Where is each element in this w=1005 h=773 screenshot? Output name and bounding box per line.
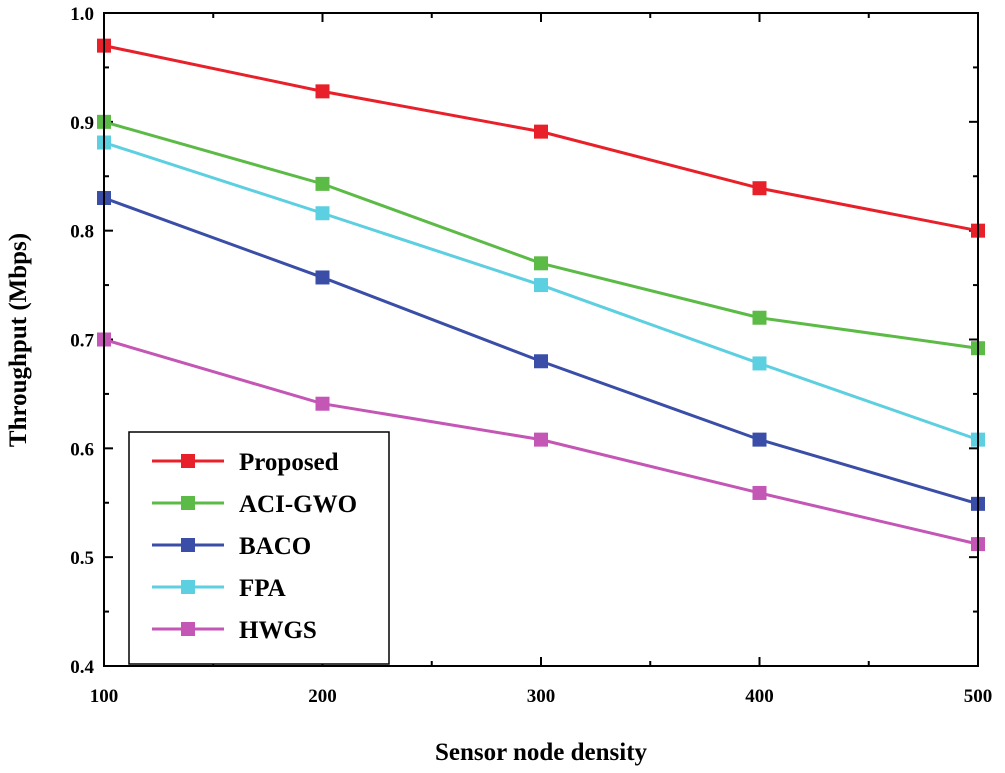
legend-marker-proposed: [181, 454, 195, 468]
x-tick-label: 100: [90, 686, 119, 707]
data-point-baco: [534, 354, 548, 369]
legend-label-aci-gwo: ACI-GWO: [239, 491, 357, 518]
x-tick-label: 300: [527, 686, 556, 707]
data-point-aci-gwo: [534, 256, 548, 271]
y-tick-label: 0.6: [70, 439, 94, 460]
data-point-hwgs: [315, 396, 330, 411]
plot-frame: [103, 12, 979, 667]
data-point-proposed: [315, 84, 330, 99]
series-aci-gwo: [97, 114, 985, 356]
data-point-hwgs: [752, 485, 767, 500]
data-point-fpa: [752, 356, 767, 371]
series-proposed: [97, 38, 985, 238]
legend-label-hwgs: HWGS: [239, 617, 317, 644]
data-point-baco: [315, 270, 330, 285]
data-point-fpa: [315, 206, 330, 221]
legend-label-proposed: Proposed: [239, 449, 339, 476]
data-point-aci-gwo: [752, 310, 767, 325]
legend-label-baco: BACO: [239, 533, 311, 560]
legend-marker-baco: [181, 538, 195, 552]
x-tick-label: 500: [964, 686, 993, 707]
legend-label-fpa: FPA: [239, 575, 286, 602]
data-point-aci-gwo: [315, 176, 330, 191]
y-tick-label: 0.8: [70, 222, 94, 243]
data-point-proposed: [752, 181, 767, 196]
series-hwgs: [97, 332, 985, 552]
y-tick-label: 1.0: [70, 4, 94, 25]
data-point-proposed: [534, 124, 548, 139]
y-axis-label: Throughput (Mbps): [5, 233, 32, 447]
x-tick-label: 400: [745, 686, 774, 707]
legend-marker-fpa: [181, 580, 195, 594]
data-point-fpa: [534, 278, 548, 293]
legend: Proposed ACI-GWO BACO FPA HWGS: [128, 431, 390, 665]
legend-marker-hwgs: [181, 622, 195, 636]
x-axis-label: Sensor node density: [435, 739, 648, 766]
legend-marker-aci-gwo: [181, 496, 195, 510]
y-tick-label: 0.4: [70, 657, 94, 678]
y-tick-label: 0.9: [70, 113, 94, 134]
data-point-hwgs: [534, 432, 548, 447]
y-tick-label: 0.7: [70, 331, 94, 352]
x-tick-label: 200: [308, 686, 337, 707]
data-point-baco: [752, 432, 767, 447]
series-fpa: [97, 135, 985, 447]
series-line-aci-gwo: [103, 120, 979, 350]
y-tick-label: 0.5: [70, 548, 94, 569]
legend-box: [128, 431, 390, 665]
